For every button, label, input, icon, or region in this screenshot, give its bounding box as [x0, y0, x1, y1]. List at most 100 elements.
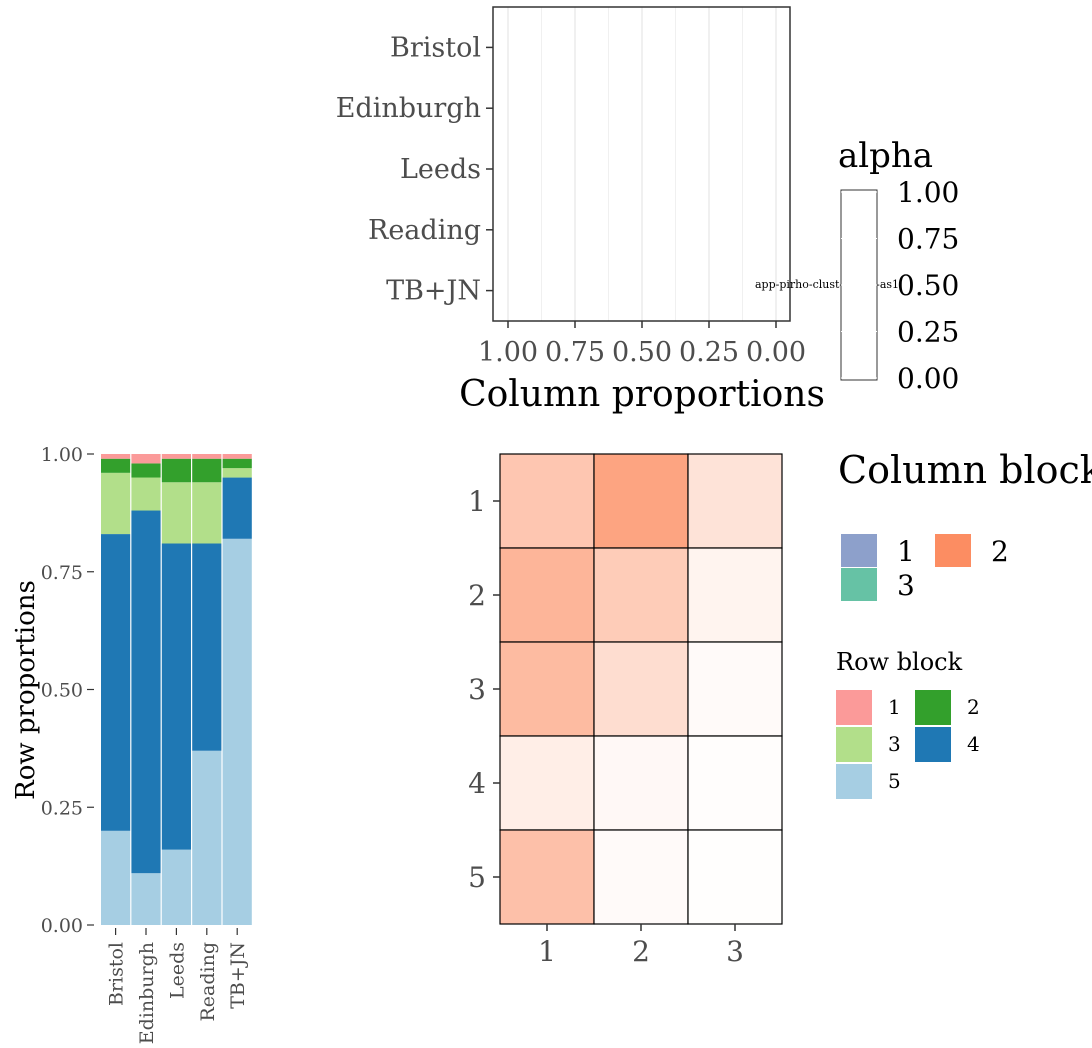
- top-y-axis: Bristol Edinburgh Leeds Reading TB+JN: [336, 32, 493, 307]
- heat-cell-row-2-col-2: [593, 547, 689, 643]
- alpha-legend-body: 1.00 0.75 0.50 0.25 0.00: [840, 176, 959, 395]
- alpha-legend-title: alpha: [838, 136, 933, 176]
- row-block-legend-items: 1 2 3 4 5: [836, 690, 980, 799]
- left-bar-segment-tb-jn-block-4: [222, 477, 252, 539]
- heat-cell-row-3-col-3: [687, 641, 783, 737]
- left-bar-segment-tb-jn-block-5: [222, 538, 252, 925]
- heat-cell-row-5-col-2: [593, 829, 689, 925]
- top-y-tick-label: Edinburgh: [336, 93, 481, 124]
- heat-cell-row-2-col-1: [499, 547, 595, 643]
- row-block-legend-label-1: 1: [888, 695, 901, 719]
- left-bar-segment-bristol-block-5: [101, 830, 131, 925]
- left-bar-segment-leeds-block-4: [161, 543, 191, 850]
- left-bar-segment-bristol-block-2: [101, 458, 131, 473]
- top-x-tick-label: 1.00: [478, 337, 538, 368]
- top-x-tick-label: 0.25: [679, 337, 739, 368]
- left-x-tick-label: Bristol: [106, 942, 128, 1006]
- row-block-legend-swatch-3: [836, 727, 872, 762]
- left-x-tick-label: TB+JN: [227, 942, 249, 1009]
- left-y-tick-label: 0.75: [41, 562, 83, 584]
- row-block-legend-label-5: 5: [888, 769, 901, 793]
- left-bar-segment-edinburgh-block-2: [131, 463, 161, 478]
- heat-y-tick-label: 4: [468, 767, 486, 800]
- heat-x-tick-label: 2: [632, 935, 650, 968]
- block-heatmap: 1 2 3 4 5 1 2 3: [468, 453, 783, 968]
- left-bar-segment-tb-jn-block-1: [222, 454, 252, 459]
- left-bar-segment-tb-jn-block-3: [222, 468, 252, 478]
- top-y-tick-label: Bristol: [390, 32, 481, 63]
- left-bar-segment-edinburgh-block-3: [131, 477, 161, 511]
- top-y-tick-label: Leeds: [400, 154, 481, 185]
- heat-y-tick-label: 3: [468, 673, 486, 706]
- heat-x-tick-label: 1: [538, 935, 556, 968]
- left-bars: [101, 454, 252, 925]
- row-block-legend-swatch-1: [836, 690, 872, 725]
- top-y-tick-label: Reading: [368, 215, 481, 246]
- alpha-legend-label: 0.50: [897, 269, 959, 302]
- heat-cell-row-1-col-1: [499, 453, 595, 549]
- top-x-axis-title: Column proportions: [459, 374, 825, 415]
- column-block-legend-label-1: 1: [897, 535, 915, 568]
- column-block-legend-swatch-3: [841, 568, 877, 601]
- left-bar-segment-edinburgh-block-4: [131, 510, 161, 874]
- left-bar-segment-leeds-block-3: [161, 482, 191, 544]
- column-block-legend-title: Column block: [838, 448, 1092, 492]
- top-grid: [493, 7, 790, 321]
- left-bar-segment-edinburgh-block-5: [131, 873, 161, 925]
- column-block-legend-label-3: 3: [897, 569, 915, 602]
- alpha-legend-label: 1.00: [897, 176, 959, 209]
- heat-cell-row-3-col-2: [593, 641, 689, 737]
- left-bar-segment-bristol-block-3: [101, 472, 131, 535]
- row-block-legend-label-4: 4: [967, 732, 980, 756]
- left-bar-segment-leeds-block-5: [161, 849, 191, 925]
- left-y-tick-label: 0.00: [41, 915, 83, 937]
- alpha-legend-label: 0.75: [897, 223, 959, 256]
- left-bar-segment-bristol-block-4: [101, 534, 131, 831]
- left-x-tick-label: Leeds: [166, 942, 188, 999]
- heat-x-axis: 1 2 3: [538, 924, 744, 968]
- heat-cell-row-4-col-3: [687, 735, 783, 831]
- heat-cell-row-2-col-3: [687, 547, 783, 643]
- row-proportions-chart: 0.00 0.25 0.50 0.75 1.00 Bristol Edinburgh Lee…: [11, 444, 252, 1044]
- left-x-axis: Bristol Edinburgh Leeds Reading TB+JN: [106, 928, 249, 1044]
- top-x-tick-label: 0.75: [545, 337, 605, 368]
- row-block-legend-label-2: 2: [967, 695, 980, 719]
- left-x-tick-label: Edinburgh: [136, 942, 158, 1044]
- heat-cell-row-1-col-2: [593, 453, 689, 549]
- left-bar-segment-reading-block-5: [192, 750, 222, 925]
- alpha-legend: alpha 1.00 0.75 0.50 0.25 0.00: [838, 136, 959, 395]
- row-block-legend-swatch-4: [915, 727, 951, 762]
- left-bar-segment-reading-block-4: [192, 543, 222, 751]
- alpha-legend-label: 0.25: [897, 316, 959, 349]
- top-y-tick-label: TB+JN: [386, 276, 481, 307]
- left-bar-segment-leeds-block-2: [161, 458, 191, 483]
- column-block-legend-swatch-2: [935, 534, 971, 567]
- heat-cell-row-5-col-3: [687, 829, 783, 925]
- row-block-legend-swatch-2: [915, 690, 951, 725]
- left-y-axis: 0.00 0.25 0.50 0.75 1.00: [41, 444, 94, 937]
- alpha-legend-label: 0.00: [897, 362, 959, 395]
- column-block-legend-swatch-1: [841, 534, 877, 567]
- top-x-tick-label: 0.50: [612, 337, 672, 368]
- column-block-legend-label-2: 2: [991, 535, 1009, 568]
- heat-cell-row-1-col-3: [687, 453, 783, 549]
- left-y-axis-title: Row proportions: [11, 580, 41, 800]
- left-bar-segment-bristol-block-1: [101, 454, 131, 459]
- left-bar-segment-reading-block-2: [192, 458, 222, 483]
- column-block-legend: Column block 1 2 3: [838, 448, 1092, 602]
- heat-y-tick-label: 1: [468, 485, 486, 518]
- top-x-tick-label: 0.00: [746, 337, 806, 368]
- heat-cell-row-4-col-2: [593, 735, 689, 831]
- heat-cell-row-4-col-1: [499, 735, 595, 831]
- left-y-tick-label: 0.25: [41, 797, 83, 819]
- left-bar-segment-reading-block-1: [192, 454, 222, 459]
- row-block-legend-title: Row block: [836, 648, 963, 676]
- top-x-axis: 1.00 0.75 0.50 0.25 0.00: [478, 321, 806, 368]
- heat-y-axis: 1 2 3 4 5: [468, 485, 500, 894]
- heat-cell-row-3-col-1: [499, 641, 595, 737]
- left-y-tick-label: 0.50: [41, 680, 83, 702]
- heat-x-tick-label: 3: [726, 935, 744, 968]
- heat-y-tick-label: 2: [468, 579, 486, 612]
